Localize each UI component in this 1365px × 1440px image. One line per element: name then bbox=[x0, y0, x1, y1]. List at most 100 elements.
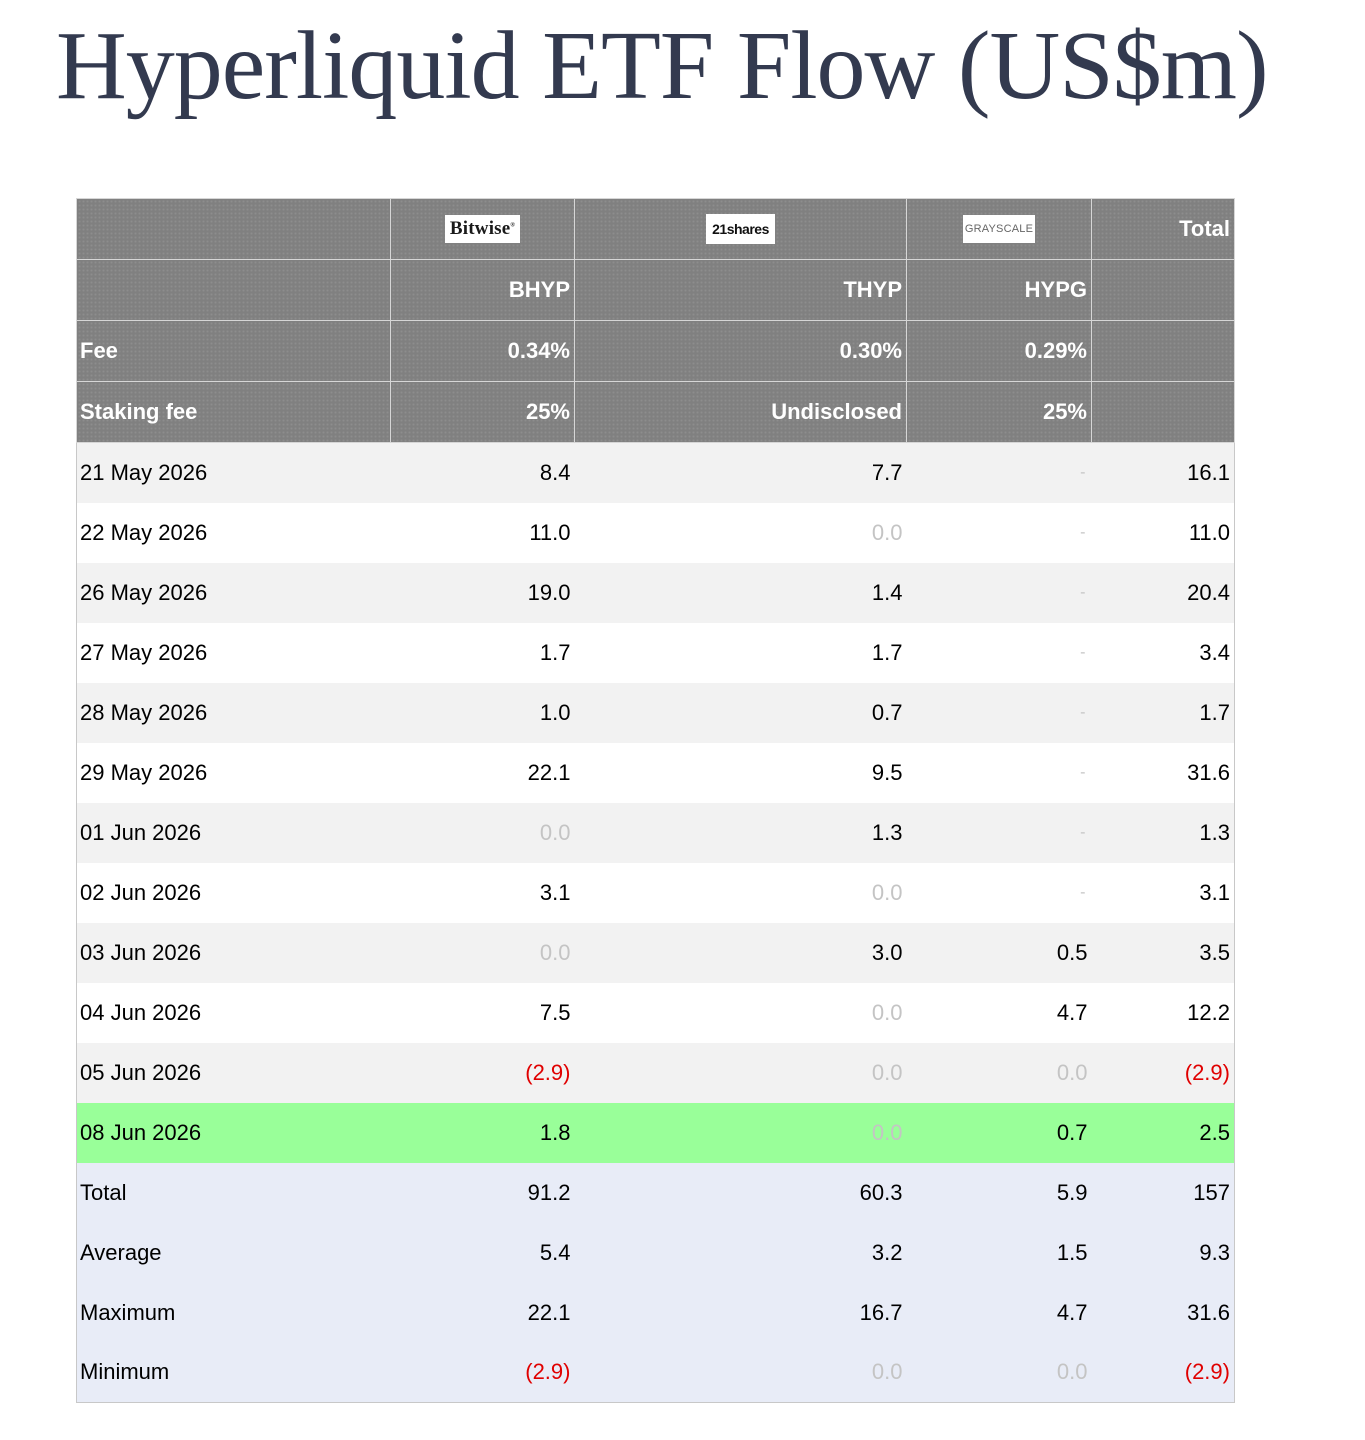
row-label: 08 Jun 2026 bbox=[76, 1102, 391, 1163]
cell-bhyp: (2.9) bbox=[390, 1342, 575, 1403]
cell-thyp: 16.7 bbox=[574, 1282, 907, 1343]
cell-total: 31.6 bbox=[1091, 1282, 1235, 1343]
fee-hypg: 0.29% bbox=[906, 320, 1092, 382]
header-blank-cell bbox=[1091, 259, 1235, 321]
cell-hypg: 1.5 bbox=[906, 1222, 1092, 1283]
cell-thyp: 7.7 bbox=[574, 442, 907, 503]
cell-bhyp: 22.1 bbox=[390, 1282, 575, 1343]
fee-row: Fee 0.34% 0.30% 0.29% bbox=[76, 320, 1235, 382]
cell-bhyp: (2.9) bbox=[390, 1042, 575, 1103]
cell-total: 1.7 bbox=[1091, 682, 1235, 743]
cell-thyp: 0.7 bbox=[574, 682, 907, 743]
table-row: 03 Jun 2026 0.0 3.0 0.5 3.5 bbox=[76, 922, 1235, 983]
staking-fee-bhyp: 25% bbox=[390, 381, 575, 443]
cell-hypg: - bbox=[906, 442, 1092, 503]
cell-hypg: - bbox=[906, 622, 1092, 683]
cell-thyp: 1.3 bbox=[574, 802, 907, 863]
cell-thyp: 0.0 bbox=[574, 982, 907, 1043]
cell-thyp: 1.7 bbox=[574, 622, 907, 683]
table-row: 01 Jun 2026 0.0 1.3-1.3 bbox=[76, 802, 1235, 863]
cell-thyp: 0.0 bbox=[574, 862, 907, 923]
cell-total: 157 bbox=[1091, 1162, 1235, 1223]
cell-hypg: 0.5 bbox=[906, 922, 1092, 983]
total-header: Total bbox=[1091, 198, 1235, 260]
table-row: 05 Jun 2026 (2.9) 0.0 0.0 (2.9) bbox=[76, 1042, 1235, 1103]
cell-bhyp: 5.4 bbox=[390, 1222, 575, 1283]
cell-bhyp: 3.1 bbox=[390, 862, 575, 923]
fee-label: Fee bbox=[76, 320, 391, 382]
cell-hypg: 4.7 bbox=[906, 1282, 1092, 1343]
cell-bhyp: 8.4 bbox=[390, 442, 575, 503]
cell-total: 9.3 bbox=[1091, 1222, 1235, 1283]
summary-row: Maximum 22.1 16.7 4.7 31.6 bbox=[76, 1282, 1235, 1343]
cell-bhyp: 0.0 bbox=[390, 922, 575, 983]
grayscale-logo-cell: GRAYSCALE bbox=[906, 198, 1092, 260]
etf-flow-table: Bitwise® 21shares GRAYSCALE Total BHYP T… bbox=[76, 198, 1235, 1403]
cell-bhyp: 91.2 bbox=[390, 1162, 575, 1223]
21shares-logo-cell: 21shares bbox=[574, 198, 907, 260]
table-row: 22 May 2026 11.0 0.0-11.0 bbox=[76, 502, 1235, 563]
cell-bhyp: 19.0 bbox=[390, 562, 575, 623]
table-row: 02 Jun 2026 3.1 0.0-3.1 bbox=[76, 862, 1235, 923]
cell-hypg: 5.9 bbox=[906, 1162, 1092, 1223]
row-label: 01 Jun 2026 bbox=[76, 802, 391, 863]
cell-thyp: 0.0 bbox=[574, 1042, 907, 1103]
cell-bhyp: 11.0 bbox=[390, 502, 575, 563]
cell-bhyp: 7.5 bbox=[390, 982, 575, 1043]
row-label: 28 May 2026 bbox=[76, 682, 391, 743]
cell-total: (2.9) bbox=[1091, 1042, 1235, 1103]
cell-bhyp: 0.0 bbox=[390, 802, 575, 863]
cell-total: 20.4 bbox=[1091, 562, 1235, 623]
cell-total: 12.2 bbox=[1091, 982, 1235, 1043]
row-label: 29 May 2026 bbox=[76, 742, 391, 803]
row-label: Maximum bbox=[76, 1282, 391, 1343]
cell-thyp: 60.3 bbox=[574, 1162, 907, 1223]
fee-thyp: 0.30% bbox=[574, 320, 907, 382]
cell-thyp: 0.0 bbox=[574, 1342, 907, 1403]
cell-total: 2.5 bbox=[1091, 1102, 1235, 1163]
cell-total: 3.1 bbox=[1091, 862, 1235, 923]
cell-total: (2.9) bbox=[1091, 1342, 1235, 1403]
cell-hypg: - bbox=[906, 802, 1092, 863]
staking-fee-hypg: 25% bbox=[906, 381, 1092, 443]
header-blank-cell bbox=[76, 259, 391, 321]
fee-bhyp: 0.34% bbox=[390, 320, 575, 382]
row-label: 04 Jun 2026 bbox=[76, 982, 391, 1043]
table-row: 21 May 2026 8.4 7.7-16.1 bbox=[76, 442, 1235, 503]
staking-fee-row: Staking fee 25% Undisclosed 25% bbox=[76, 381, 1235, 443]
cell-bhyp: 1.8 bbox=[390, 1102, 575, 1163]
cell-total: 31.6 bbox=[1091, 742, 1235, 803]
cell-thyp: 0.0 bbox=[574, 1102, 907, 1163]
cell-hypg: - bbox=[906, 742, 1092, 803]
latest-row: 08 Jun 2026 1.8 0.0 0.7 2.5 bbox=[76, 1102, 1235, 1163]
header-blank-cell bbox=[1091, 320, 1235, 382]
grayscale-logo: GRAYSCALE bbox=[962, 215, 1036, 244]
cell-thyp: 3.2 bbox=[574, 1222, 907, 1283]
row-label: Minimum bbox=[76, 1342, 391, 1403]
row-label: 02 Jun 2026 bbox=[76, 862, 391, 923]
table-row: 27 May 2026 1.7 1.7-3.4 bbox=[76, 622, 1235, 683]
row-label: 27 May 2026 bbox=[76, 622, 391, 683]
header-blank-cell bbox=[1091, 381, 1235, 443]
summary-row: Minimum (2.9) 0.0 0.0 (2.9) bbox=[76, 1342, 1235, 1403]
cell-hypg: - bbox=[906, 502, 1092, 563]
staking-fee-thyp: Undisclosed bbox=[574, 381, 907, 443]
cell-total: 3.4 bbox=[1091, 622, 1235, 683]
cell-hypg: - bbox=[906, 682, 1092, 743]
row-label: 05 Jun 2026 bbox=[76, 1042, 391, 1103]
logo-row: Bitwise® 21shares GRAYSCALE Total bbox=[76, 198, 1235, 260]
cell-total: 3.5 bbox=[1091, 922, 1235, 983]
summary-row: Average 5.4 3.2 1.5 9.3 bbox=[76, 1222, 1235, 1283]
cell-total: 16.1 bbox=[1091, 442, 1235, 503]
cell-hypg: 0.0 bbox=[906, 1342, 1092, 1403]
row-label: Total bbox=[76, 1162, 391, 1223]
row-label: 26 May 2026 bbox=[76, 562, 391, 623]
row-label: 22 May 2026 bbox=[76, 502, 391, 563]
cell-bhyp: 1.0 bbox=[390, 682, 575, 743]
row-label: 21 May 2026 bbox=[76, 442, 391, 503]
cell-thyp: 1.4 bbox=[574, 562, 907, 623]
cell-hypg: 0.7 bbox=[906, 1102, 1092, 1163]
21shares-logo: 21shares bbox=[706, 214, 775, 244]
ticker-row: BHYP THYP HYPG bbox=[76, 259, 1235, 321]
table-row: 04 Jun 2026 7.5 0.0 4.7 12.2 bbox=[76, 982, 1235, 1043]
